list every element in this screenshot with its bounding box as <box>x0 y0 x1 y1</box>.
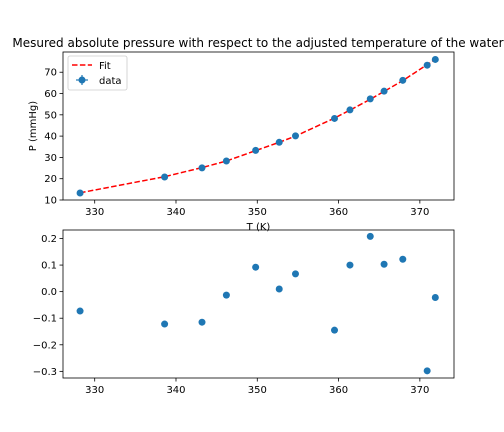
y-tick-label: 50 <box>44 110 57 121</box>
legend-data-marker <box>78 76 86 84</box>
residual-point <box>161 320 169 328</box>
residual-point <box>431 293 439 301</box>
data-points-layer <box>76 55 439 197</box>
y-tick-label: 20 <box>44 174 57 185</box>
top-plot-frame <box>62 51 455 201</box>
data-point <box>423 61 431 69</box>
residuals-plot: 330 340 350 360 370 −0.3 −0.2 −0.1 0.0 0.1 0.2 <box>33 229 455 396</box>
residual-point <box>76 307 84 315</box>
top-plot: 330 340 350 360 370 10 20 30 40 50 60 70 T (K) P (… <box>28 51 455 233</box>
y-tick-label: 30 <box>44 153 57 164</box>
residuals-y-ticks: −0.3 −0.2 −0.1 0.0 0.1 0.2 <box>33 234 63 378</box>
y-tick-label: 70 <box>44 68 57 79</box>
residual-point <box>399 255 407 263</box>
data-point <box>399 76 407 84</box>
residual-points-layer <box>76 232 439 375</box>
fit-line <box>79 58 436 194</box>
y-tick-label: 60 <box>44 89 57 100</box>
residual-point <box>331 326 339 334</box>
chart-title: Mesured absolute pressure with respect t… <box>12 36 503 50</box>
residual-point <box>380 260 388 268</box>
data-point <box>222 157 230 165</box>
y-axis-label: P (mmHg) <box>28 101 39 151</box>
data-point <box>161 173 169 181</box>
residual-point <box>366 232 374 240</box>
y-tick-label: 0.1 <box>41 261 57 272</box>
data-point <box>252 146 260 154</box>
fit-line-layer <box>79 58 436 194</box>
legend-data-label: data <box>99 76 122 87</box>
y-tick-label: −0.3 <box>33 367 57 378</box>
x-tick-label: 350 <box>248 207 267 218</box>
y-tick-label: 40 <box>44 132 57 143</box>
legend: Fit data <box>67 55 128 91</box>
data-point <box>366 95 374 103</box>
y-tick-label: −0.2 <box>33 340 57 351</box>
data-point <box>380 87 388 95</box>
y-tick-label: 0.2 <box>41 234 57 245</box>
data-point <box>275 138 283 146</box>
top-x-ticks: 330 340 350 360 370 <box>85 200 429 218</box>
x-tick-label: 350 <box>248 385 267 396</box>
residuals-plot-frame <box>62 229 455 379</box>
data-point <box>198 164 206 172</box>
residual-point <box>222 291 230 299</box>
y-tick-label: 10 <box>44 196 57 207</box>
x-tick-label: 340 <box>166 207 185 218</box>
data-point <box>431 55 439 63</box>
residuals-x-ticks: 330 340 350 360 370 <box>85 378 429 396</box>
x-tick-label: 370 <box>410 385 429 396</box>
x-tick-label: 370 <box>410 207 429 218</box>
x-tick-label: 360 <box>329 207 348 218</box>
data-point <box>346 106 354 114</box>
residual-point <box>346 261 354 269</box>
residual-point <box>198 318 206 326</box>
x-tick-label: 340 <box>166 385 185 396</box>
legend-fit-label: Fit <box>99 61 111 72</box>
x-tick-label: 360 <box>329 385 348 396</box>
x-axis-label: T (K) <box>246 222 271 233</box>
residual-point <box>291 270 299 278</box>
data-point <box>331 114 339 122</box>
data-point <box>291 132 299 140</box>
x-tick-label: 330 <box>85 207 104 218</box>
top-y-ticks: 10 20 30 40 50 60 70 <box>44 68 63 207</box>
y-tick-label: −0.1 <box>33 314 57 325</box>
residual-point <box>275 285 283 293</box>
residual-point <box>252 263 260 271</box>
y-tick-label: 0.0 <box>41 287 57 298</box>
data-point <box>76 189 84 197</box>
residual-point <box>423 367 431 375</box>
x-tick-label: 330 <box>85 385 104 396</box>
